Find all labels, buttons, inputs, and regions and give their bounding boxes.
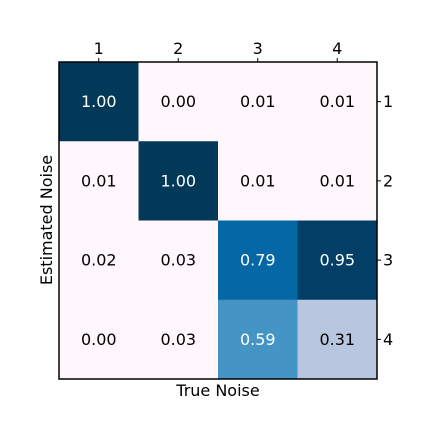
y-tick-label: 3: [383, 251, 393, 270]
y-axis-ticks: 1 2 3 4: [377, 92, 393, 349]
cell-value-label: 0.02: [81, 251, 117, 270]
heatmap-cell: [218, 141, 298, 221]
cell-value-label: 1.00: [81, 92, 117, 111]
heatmap-cell: [138, 62, 219, 142]
cell-value-label: 0.03: [160, 330, 196, 349]
y-tick-label: 2: [383, 171, 393, 190]
cell-value-label: 0.01: [240, 92, 276, 111]
heatmap-cell: [138, 299, 219, 380]
heatmap-cells: [59, 62, 378, 380]
heatmap-cell: [138, 220, 219, 301]
x-tick-label: 4: [332, 39, 342, 58]
x-axis-label: True Noise: [175, 381, 259, 400]
cell-value-label: 0.79: [240, 251, 276, 270]
heatmap-value-labels: 1.00 0.00 0.01 0.01 0.01 1.00 0.01 0.01 0.02 0.03…: [81, 92, 355, 349]
cell-value-label: 0.03: [160, 251, 196, 270]
cell-value-label: 0.01: [319, 171, 355, 190]
heatmap-cell: [138, 141, 219, 221]
x-tick-label: 2: [173, 39, 183, 58]
plot-frame: [58, 61, 378, 380]
cell-value-label: 0.00: [160, 92, 196, 111]
y-tick-label: 1: [383, 92, 393, 111]
heatmap-cell: [59, 220, 139, 301]
heatmap-cell: [297, 62, 378, 142]
x-tick-label: 3: [253, 39, 263, 58]
cell-value-label: 0.00: [81, 330, 117, 349]
cell-value-label: 0.59: [240, 330, 276, 349]
cell-value-label: 0.01: [319, 92, 355, 111]
cell-value-label: 0.31: [319, 330, 355, 349]
heatmap-cell: [218, 220, 298, 301]
x-tick-label: 1: [94, 39, 104, 58]
x-axis-ticks: 1 2 3 4: [94, 39, 342, 62]
y-axis-label: Estimated Noise: [37, 155, 56, 285]
heatmap-cell: [297, 299, 378, 380]
cell-value-label: 0.01: [240, 171, 276, 190]
heatmap-cell: [59, 141, 139, 221]
heatmap-cell: [218, 299, 298, 380]
heatmap-cell: [218, 62, 298, 142]
y-tick-label: 4: [383, 330, 393, 349]
heatmap-cell: [59, 62, 139, 142]
heatmap-cell: [297, 220, 378, 301]
cell-value-label: 0.95: [319, 251, 355, 270]
heatmap-cell: [297, 141, 378, 221]
cell-value-label: 1.00: [160, 171, 196, 190]
cell-value-label: 0.01: [81, 171, 117, 190]
heatmap-cell: [59, 299, 139, 380]
